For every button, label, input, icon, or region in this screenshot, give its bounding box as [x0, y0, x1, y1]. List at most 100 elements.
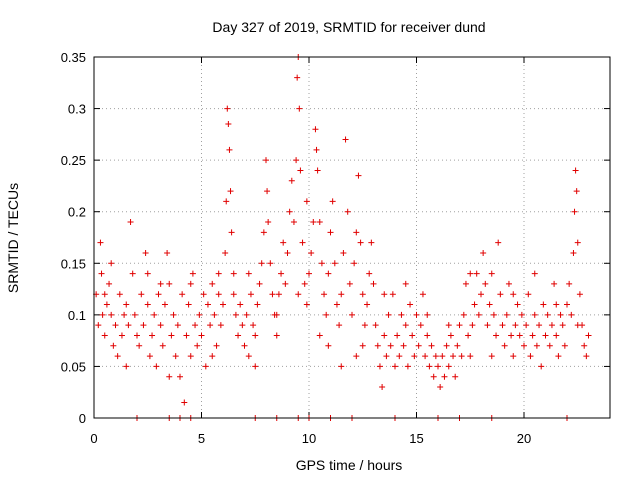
data-point: [116, 291, 123, 298]
data-point: [202, 363, 209, 370]
data-point: [215, 270, 222, 277]
data-point: [385, 311, 392, 318]
data-point: [512, 322, 519, 329]
data-point: [239, 322, 246, 329]
data-point: [230, 291, 237, 298]
data-point: [482, 280, 489, 287]
data-point: [458, 353, 465, 360]
data-point: [103, 301, 110, 308]
data-point: [538, 363, 545, 370]
data-point: [370, 280, 377, 287]
data-point: [432, 353, 439, 360]
chart-title: Day 327 of 2019, SRMTID for receiver dun…: [212, 19, 485, 35]
y-tick-label: 0.3: [68, 102, 86, 117]
data-point: [445, 322, 452, 329]
data-point: [187, 280, 194, 287]
data-point: [275, 291, 282, 298]
y-tick-label: 0.1: [68, 308, 86, 323]
data-point: [161, 301, 168, 308]
data-point: [144, 270, 151, 277]
data-point: [559, 322, 566, 329]
data-point: [381, 332, 388, 339]
data-point: [217, 322, 224, 329]
data-point: [561, 342, 568, 349]
data-point: [542, 332, 549, 339]
data-point: [475, 311, 482, 318]
data-point: [407, 301, 414, 308]
data-point: [349, 311, 355, 318]
data-point: [177, 373, 183, 380]
y-tick-label: 0.15: [61, 256, 86, 271]
data-point: [383, 353, 390, 360]
data-point: [510, 291, 517, 298]
data-point: [123, 301, 130, 308]
data-point: [294, 74, 301, 81]
data-point: [454, 342, 461, 349]
data-point: [576, 291, 583, 298]
data-point: [140, 322, 147, 329]
data-point: [185, 301, 192, 308]
data-point: [441, 373, 448, 380]
data-point: [98, 270, 105, 277]
data-point: [415, 342, 422, 349]
data-point: [273, 332, 280, 339]
data-point: [465, 332, 472, 339]
data-point: [338, 363, 345, 370]
data-point: [394, 332, 401, 339]
data-point: [252, 332, 259, 339]
data-point: [353, 229, 360, 236]
data-point: [329, 198, 336, 205]
data-point: [323, 311, 330, 318]
data-point: [581, 342, 588, 349]
data-point: [267, 260, 274, 267]
data-point: [146, 353, 153, 360]
data-point: [114, 353, 121, 360]
data-point: [573, 188, 580, 195]
y-tick-labels: 0 0.05 0.1 0.15 0.2 0.25 0.3 0.35: [61, 50, 86, 426]
data-point: [303, 301, 310, 308]
data-point: [258, 260, 265, 267]
data-point: [280, 239, 287, 246]
y-axis-label: SRMTID / TECUs: [5, 183, 21, 293]
data-point: [181, 399, 188, 406]
data-point: [445, 363, 452, 370]
x-tick-label: 5: [198, 431, 205, 446]
data-point: [518, 311, 525, 318]
data-point: [223, 198, 230, 205]
data-point: [443, 342, 450, 349]
data-point: [118, 332, 125, 339]
y-tick-label: 0: [79, 411, 86, 426]
data-point: [213, 342, 220, 349]
data-point: [344, 208, 351, 215]
data-point: [187, 353, 194, 360]
data-point: [452, 373, 459, 380]
data-point: [555, 353, 562, 360]
data-point: [387, 342, 394, 349]
data-point: [245, 270, 252, 277]
data-point: [503, 311, 510, 318]
data-point: [290, 219, 297, 226]
data-point: [264, 188, 271, 195]
data-point: [521, 342, 527, 349]
y-tick-label: 0.2: [68, 205, 86, 220]
data-point: [308, 249, 315, 256]
x-tick-label: 15: [409, 431, 423, 446]
data-point: [376, 363, 383, 370]
data-point: [456, 322, 463, 329]
data-point: [540, 301, 547, 308]
data-point: [409, 332, 416, 339]
data-point: [325, 342, 332, 349]
data-point: [531, 311, 538, 318]
data-point: [215, 291, 222, 298]
data-point: [570, 249, 577, 256]
data-point: [531, 270, 538, 277]
data-point: [379, 384, 386, 391]
data-point: [159, 342, 166, 349]
y-tick-label: 0.05: [61, 359, 86, 374]
data-point: [583, 353, 590, 360]
data-point: [424, 332, 431, 339]
data-point: [450, 353, 457, 360]
data-point: [134, 332, 140, 339]
data-point: [346, 280, 353, 287]
data-point: [462, 280, 469, 287]
